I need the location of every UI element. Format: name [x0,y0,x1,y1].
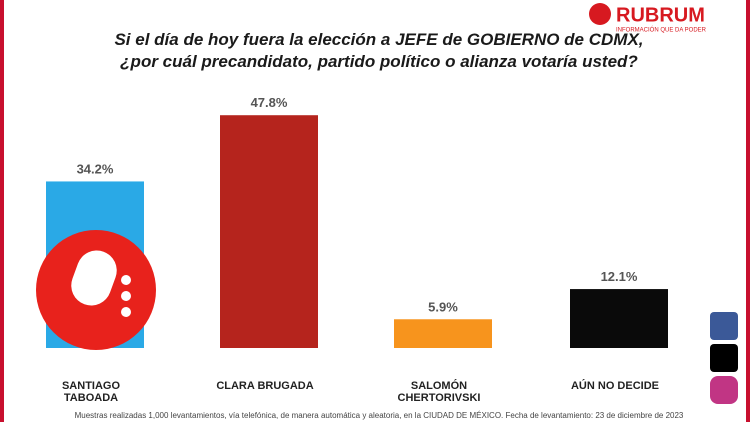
category-label: SALOMÓN CHERTORIVSKI [397,380,481,404]
footnote: Muestras realizadas 1,000 levantamientos… [75,411,684,420]
value-label: 12.1% [601,269,638,284]
category-label: SANTIAGO TABOADA [61,380,121,404]
value-label: 5.9% [428,299,458,314]
value-label: 47.8% [251,95,288,110]
podcast-icon [36,230,156,350]
chart-title: Si el día de hoy fuera la elección a JEF… [114,30,643,49]
logo: RUBRUM [616,4,705,26]
category-label: CLARA BRUGADA [216,380,314,392]
chart: RUBRUM INFORMACIÓN QUE DA PODER Si el dí… [36,3,738,420]
bar [220,115,318,349]
bar [570,289,668,348]
bar [394,319,492,348]
tagline: INFORMACIÓN QUE DA PODER [616,27,707,34]
chart-subtitle: ¿por cuál precandidato, partido político… [120,52,638,71]
social-icons [710,312,738,404]
category-label: AÚN NO DECIDE [570,380,659,392]
value-label: 34.2% [77,161,114,176]
logo-icon [589,3,611,25]
